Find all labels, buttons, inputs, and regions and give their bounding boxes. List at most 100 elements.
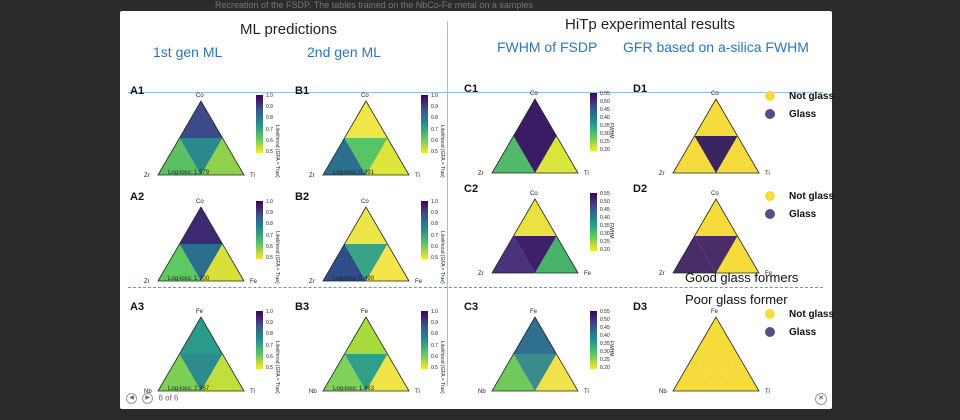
ternary-region [513,136,557,173]
right-arrow-icon[interactable]: ▶ [142,393,154,404]
ternary-region [201,354,244,391]
section-divider [447,21,448,386]
legend-dot [765,109,775,120]
colorbar-tick: 0.5 [431,255,438,261]
ternary-region [716,236,759,273]
panel-label: C3 [464,301,479,313]
ternary-region [158,354,201,391]
ternary-plot [322,100,410,176]
gen2-header: 2nd gen ML [307,44,381,60]
colorbar-tick: 0.8 [266,115,273,122]
vertex-right-label: Fe [765,271,773,277]
logloss-label: Log-loss: 1.700 [168,276,210,282]
colorbar [421,201,428,259]
colorbar [421,311,428,369]
colorbar-tick: 0.35 [600,341,610,347]
colorbar-tick: 0.7 [431,232,438,239]
vertex-top-label: Co [711,191,719,197]
colorbar-tick: 0.8 [431,221,438,228]
logloss-label: Log-loss: 0.391 [333,170,375,176]
colorbar-tick: 0.7 [431,342,438,349]
colorbar-tick: 1.0 [266,309,273,315]
colorbar-tick: 1.0 [431,199,438,205]
ternary-region [513,99,557,136]
vertex-top-label: Fe [196,309,204,315]
legend-text: Not glass [789,91,835,102]
ternary-outline [672,316,760,392]
ternary-outline [157,316,245,392]
vertex-left-label: Zr [144,279,150,285]
ternary-region [694,354,738,391]
ternary-region [179,244,223,281]
colorbar-tick: 0.25 [600,139,610,145]
vertex-right-label: Fe [415,279,423,285]
ternary-region [694,236,738,273]
ternary-region [673,136,716,173]
left-arrow-icon[interactable]: ◀ [126,393,137,404]
colorbar-tick: 0.6 [431,353,438,360]
colorbar-tick: 0.5 [431,149,438,155]
vertex-right-label: Fe [584,271,592,277]
colorbar [256,311,263,369]
panel-label: B2 [295,191,310,203]
vertex-right-label: Ti [250,173,255,179]
legend-text: Not glass [789,309,835,320]
ternary-region [344,101,388,138]
ternary-region [513,199,557,236]
panel-b1: B1 Co Zr Ti Log-loss: 0.391 1.0 0.9 0.8 0.7 0.6 0.… [295,85,455,179]
ternary-outline [672,198,760,274]
vertex-left-label: Zr [478,171,484,177]
colorbar-tick: 0.8 [266,331,273,338]
ternary-region [513,236,557,273]
ternary-region [158,138,201,175]
legend-dot [765,327,775,338]
ternary-plot [322,206,410,282]
legend-text: Glass [789,327,817,338]
logloss-label: Log-loss: 0.490 [333,276,375,282]
colorbar-tick: 0.45 [600,107,610,113]
ternary-region [716,354,759,391]
gfr-header: GFR based on a-silica FWHM [623,39,809,55]
logloss-label: Log-loss: 1.483 [333,386,375,392]
close-icon[interactable]: ✕ [815,393,827,405]
ternary-region [323,138,366,175]
ternary-region [492,354,535,391]
ternary-region [535,236,578,273]
vertex-top-label: Fe [361,309,369,315]
colorbar-tick: 0.40 [600,333,610,339]
ml-predictions-header: ML predictions [240,21,337,38]
ternary-plot [491,98,579,174]
vertex-right-label: Ti [765,389,770,395]
colorbar-tick: 0.30 [600,349,610,355]
legend-text: Glass [789,109,817,120]
figure-card: ML predictions HiTp experimental results… [120,11,835,409]
logloss-label: Log-loss: 2.367 [168,386,210,392]
vertex-left-label: Nb [144,389,152,395]
legend-glass: Glass [765,209,816,220]
vertex-left-label: Zr [144,173,150,179]
vertex-top-label: Co [196,93,204,99]
vertex-right-label: Ti [584,171,589,177]
vertex-top-label: Co [361,199,369,205]
panel-c2: C2 Co Zr Fe 0.55 0.50 0.45 0.40 0.35 0.30 0.25 0.20… [464,183,624,277]
colorbar-tick: 0.9 [266,104,273,111]
colorbar-tick: 0.6 [431,243,438,250]
ternary-region [344,244,388,281]
colorbar-tick: 0.55 [600,309,610,315]
ternary-outline [491,316,579,392]
colorbar-tick: 0.7 [266,126,273,133]
ternary-plot [157,206,245,282]
legend-dot [765,309,775,320]
vertex-top-label: Co [530,191,538,197]
colorbar-tick: 0.8 [431,115,438,122]
ternary-plot [672,98,760,174]
colorbar-label: FWHM [608,223,614,239]
colorbar-tick: 0.45 [600,325,610,331]
colorbar-tick: 0.25 [600,357,610,363]
vertex-right-label: Ti [584,389,589,395]
ternary-region [344,317,388,354]
colorbar-label: Likelihood (GFA = True) [274,341,280,394]
colorbar-tick: 0.9 [431,320,438,327]
ternary-region [179,101,223,138]
ternary-plot [491,198,579,274]
